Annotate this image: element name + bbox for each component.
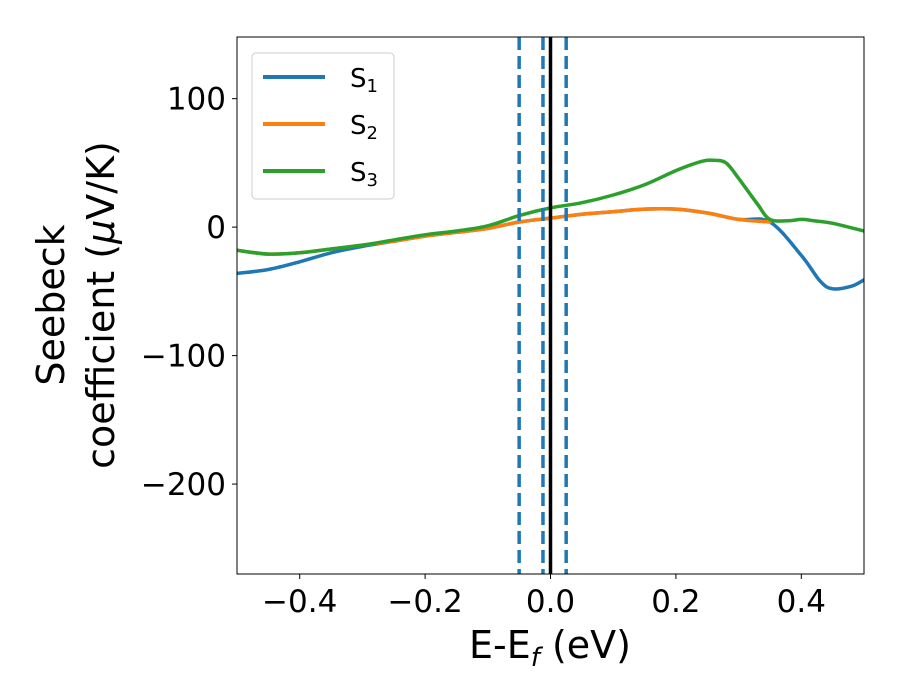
x-tick-label: 0.4 (777, 584, 826, 620)
x-axis-label: E-Ef (eV) (469, 623, 631, 673)
legend-label-s1: S1 (350, 64, 378, 97)
x-tick-label: 0.2 (651, 584, 700, 620)
y-axis-label-line2: coefficient (μV/K) (79, 141, 123, 469)
y-tick-label: 0 (206, 210, 226, 246)
y-axis-label-unit: V/K) (79, 141, 123, 220)
legend-label-s2: S2 (350, 111, 378, 144)
x-tick-label: −0.4 (262, 584, 337, 620)
x-axis-label-main: E-E (469, 623, 531, 667)
y-axis-label-prefix: coefficient ( (79, 244, 123, 469)
legend: S1 S2 S3 (251, 52, 395, 200)
plot-area (237, 37, 864, 574)
x-tick-label: 0.0 (526, 584, 575, 620)
y-axis-ticks: 100 0 −100 −200 (141, 82, 237, 503)
legend-label-s3: S3 (350, 158, 378, 191)
plot-frame (236, 36, 865, 575)
y-axis-label-line1: Seebeck (29, 224, 73, 385)
x-axis-label-unit: (eV) (540, 623, 631, 667)
y-axis-label-mu: μ (79, 220, 123, 245)
series-line-s2 (237, 206, 772, 256)
x-axis-ticks: −0.4 −0.2 0.0 0.2 0.4 (262, 574, 826, 620)
series-line-s3 (237, 158, 864, 256)
y-axis-label: Seebeck coefficient (μV/K) (29, 141, 123, 469)
x-tick-label: −0.2 (387, 584, 462, 620)
y-tick-label: 100 (167, 82, 226, 118)
y-tick-label: −200 (141, 467, 226, 503)
y-tick-label: −100 (141, 339, 226, 375)
